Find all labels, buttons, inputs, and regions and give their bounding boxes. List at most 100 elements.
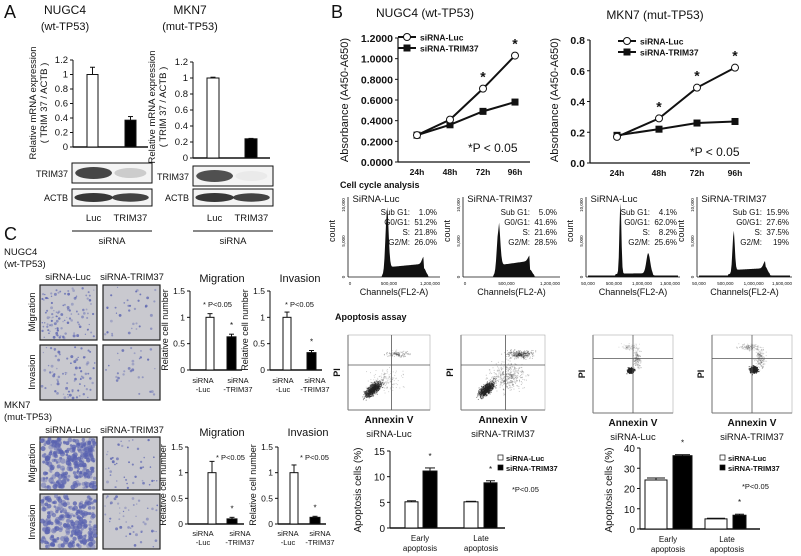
event-dot xyxy=(396,354,398,356)
stained-cell xyxy=(43,336,45,338)
stained-cell xyxy=(76,531,83,538)
y-tick-label: 0.6 xyxy=(55,99,68,110)
event-dot xyxy=(512,369,514,371)
event-dot xyxy=(396,354,398,356)
event-dot xyxy=(364,391,366,393)
event-dot xyxy=(402,373,404,375)
stained-cell xyxy=(75,396,79,399)
event-dot xyxy=(500,372,502,374)
event-dot xyxy=(372,391,374,393)
event-dot xyxy=(517,369,519,371)
event-dot xyxy=(381,379,383,381)
event-dot xyxy=(515,355,517,357)
event-dot xyxy=(379,381,381,383)
stained-cell xyxy=(56,311,60,315)
event-dot xyxy=(635,353,637,355)
event-dot xyxy=(489,371,491,373)
event-dot xyxy=(515,376,517,378)
event-dot xyxy=(393,352,395,354)
event-dot xyxy=(520,355,522,357)
event-dot xyxy=(518,353,520,355)
event-dot xyxy=(528,355,530,357)
event-dot xyxy=(403,353,405,355)
event-dot xyxy=(375,383,377,385)
x-tick-label: 24h xyxy=(410,167,425,177)
stained-cell xyxy=(54,349,56,351)
stained-cell xyxy=(78,459,83,463)
stained-cell xyxy=(150,529,154,533)
event-dot xyxy=(627,346,629,348)
event-dot xyxy=(508,354,510,356)
event-dot xyxy=(638,368,640,370)
legend-label: siRNA-Luc xyxy=(420,33,464,43)
stained-cell xyxy=(110,294,113,297)
event-dot xyxy=(374,387,376,389)
event-dot xyxy=(750,368,752,370)
stained-cell xyxy=(50,295,53,298)
event-dot xyxy=(523,352,525,354)
stat-label: S: xyxy=(522,228,530,237)
event-dot xyxy=(636,354,638,356)
event-dot xyxy=(621,346,623,348)
stained-cell xyxy=(127,331,131,335)
stained-cell xyxy=(84,534,87,537)
event-dot xyxy=(367,380,369,382)
event-dot xyxy=(526,352,528,354)
lane-label: TRIM37 xyxy=(235,213,269,224)
category-label: Late xyxy=(719,535,735,544)
event-dot xyxy=(506,387,508,389)
stained-cell xyxy=(41,329,44,333)
category-label: Early xyxy=(411,534,429,543)
event-dot xyxy=(509,389,511,391)
stained-cell xyxy=(72,505,78,511)
event-dot xyxy=(395,354,397,356)
stained-cell xyxy=(39,438,45,444)
event-dot xyxy=(378,376,380,378)
x-tick-label: 50,000 xyxy=(692,281,706,286)
event-dot xyxy=(381,383,383,385)
stained-cell xyxy=(150,390,154,394)
stained-cell xyxy=(72,501,78,506)
stained-cell xyxy=(131,463,134,466)
event-dot xyxy=(761,360,763,362)
event-dot xyxy=(523,357,525,359)
stat-value: 21.8% xyxy=(414,228,437,237)
event-dot xyxy=(364,396,366,398)
event-dot xyxy=(758,353,760,355)
event-dot xyxy=(397,354,399,356)
event-dot xyxy=(518,354,520,356)
event-dot xyxy=(750,366,752,368)
event-dot xyxy=(760,358,762,360)
stained-cell xyxy=(79,377,82,380)
event-dot xyxy=(757,352,759,354)
chart-title: SiRNA-TRIM37 xyxy=(467,194,532,205)
event-dot xyxy=(382,370,384,372)
event-dot xyxy=(750,343,752,345)
event-dot xyxy=(396,353,398,355)
event-dot xyxy=(759,357,761,359)
stained-cell xyxy=(49,371,52,374)
event-dot xyxy=(760,347,762,349)
event-dot xyxy=(513,354,515,356)
y-axis-label: count xyxy=(676,219,686,242)
event-dot xyxy=(523,371,525,373)
stained-cell xyxy=(67,464,72,469)
event-dot xyxy=(532,350,534,352)
event-dot xyxy=(752,369,754,371)
event-dot xyxy=(509,382,511,384)
event-dot xyxy=(741,348,743,350)
event-dot xyxy=(628,346,630,348)
stained-cell xyxy=(82,468,88,474)
event-dot xyxy=(489,385,491,387)
stained-cell xyxy=(135,290,138,293)
event-dot xyxy=(757,348,759,350)
event-dot xyxy=(517,356,519,358)
stained-cell xyxy=(51,528,57,534)
event-dot xyxy=(506,358,508,360)
event-dot xyxy=(757,355,759,357)
event-dot xyxy=(758,362,760,364)
stained-cell xyxy=(114,486,117,489)
stained-cell xyxy=(56,315,58,318)
event-dot xyxy=(760,356,762,358)
category-label: Late xyxy=(473,534,489,543)
